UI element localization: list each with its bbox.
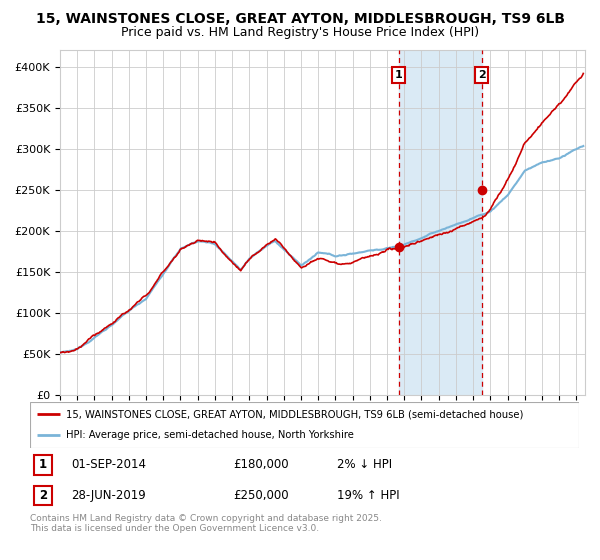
Text: 2: 2: [39, 489, 47, 502]
Text: HPI: Average price, semi-detached house, North Yorkshire: HPI: Average price, semi-detached house,…: [65, 431, 353, 441]
Text: 1: 1: [395, 70, 403, 80]
Bar: [34, 486, 52, 505]
Text: 01-SEP-2014: 01-SEP-2014: [71, 458, 146, 472]
Text: Contains HM Land Registry data © Crown copyright and database right 2025.
This d: Contains HM Land Registry data © Crown c…: [30, 514, 382, 534]
Text: 28-JUN-2019: 28-JUN-2019: [71, 489, 146, 502]
Text: £180,000: £180,000: [233, 458, 289, 472]
Text: 2% ↓ HPI: 2% ↓ HPI: [337, 458, 392, 472]
Bar: [34, 455, 52, 475]
Text: 15, WAINSTONES CLOSE, GREAT AYTON, MIDDLESBROUGH, TS9 6LB (semi-detached house): 15, WAINSTONES CLOSE, GREAT AYTON, MIDDL…: [65, 409, 523, 419]
Text: 15, WAINSTONES CLOSE, GREAT AYTON, MIDDLESBROUGH, TS9 6LB: 15, WAINSTONES CLOSE, GREAT AYTON, MIDDL…: [35, 12, 565, 26]
Bar: [398, 50, 482, 395]
Text: 1: 1: [39, 458, 47, 472]
Text: Price paid vs. HM Land Registry's House Price Index (HPI): Price paid vs. HM Land Registry's House …: [121, 26, 479, 39]
Text: 2: 2: [478, 70, 485, 80]
Text: £250,000: £250,000: [233, 489, 289, 502]
Text: 19% ↑ HPI: 19% ↑ HPI: [337, 489, 400, 502]
